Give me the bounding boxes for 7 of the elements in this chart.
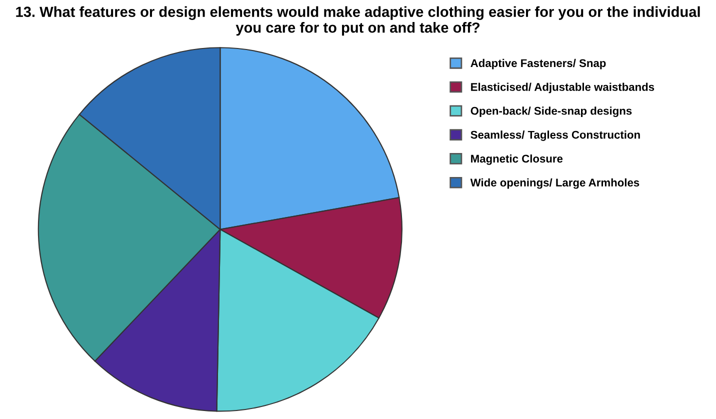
legend-label: Adaptive Fasteners/ Snap: [470, 58, 606, 70]
chart-title: 13. What features or design elements would make adaptive clothing easier for you or the individual you care for to put on and take off?: [16, 6, 700, 36]
legend-label: Seamless/ Tagless Construction: [470, 130, 640, 141]
legend-label: Magnetic Closure: [471, 154, 563, 165]
legend-label: Elasticised/ Adjustable waistbands: [471, 82, 654, 94]
legend-label: Open-back/ Side-snap designs: [470, 106, 632, 118]
legend-label: Wide openings/ Large Armholes: [470, 178, 640, 189]
